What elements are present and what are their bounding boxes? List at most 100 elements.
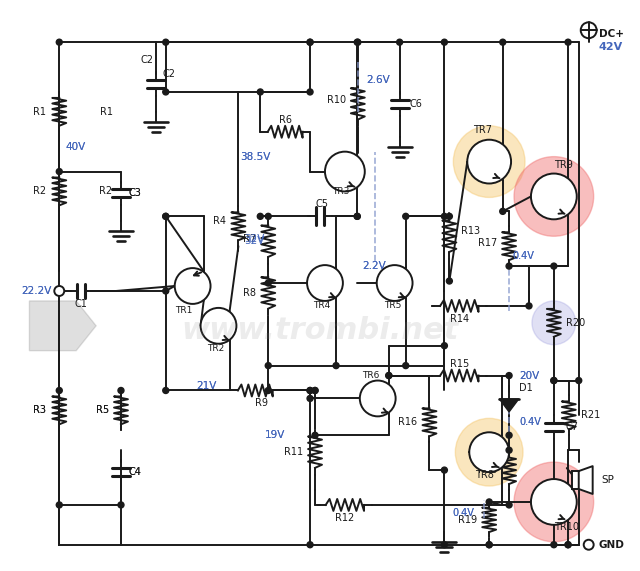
Circle shape bbox=[442, 39, 447, 45]
Circle shape bbox=[312, 388, 318, 393]
Circle shape bbox=[506, 372, 512, 379]
Circle shape bbox=[354, 214, 360, 219]
Circle shape bbox=[486, 499, 492, 505]
Text: 21V: 21V bbox=[196, 380, 217, 391]
Bar bbox=[572, 471, 579, 489]
Circle shape bbox=[56, 168, 62, 175]
Circle shape bbox=[354, 214, 360, 219]
Circle shape bbox=[265, 363, 271, 369]
Text: 42V: 42V bbox=[598, 42, 623, 52]
Circle shape bbox=[307, 89, 313, 95]
Circle shape bbox=[551, 377, 557, 384]
Circle shape bbox=[265, 388, 271, 393]
Circle shape bbox=[200, 308, 236, 344]
Text: R1: R1 bbox=[33, 107, 46, 117]
Polygon shape bbox=[29, 301, 96, 351]
Text: R16: R16 bbox=[398, 417, 417, 427]
Circle shape bbox=[584, 540, 594, 550]
Circle shape bbox=[526, 303, 532, 309]
Circle shape bbox=[455, 419, 523, 486]
Circle shape bbox=[265, 214, 271, 219]
Circle shape bbox=[467, 140, 511, 183]
Text: R21: R21 bbox=[580, 411, 600, 420]
Circle shape bbox=[163, 214, 169, 219]
Circle shape bbox=[257, 214, 263, 219]
Circle shape bbox=[514, 462, 594, 542]
Text: TR10: TR10 bbox=[554, 522, 579, 532]
Text: C1: C1 bbox=[74, 299, 87, 309]
Text: 0.4V: 0.4V bbox=[512, 251, 534, 261]
Text: 0.4V: 0.4V bbox=[512, 251, 534, 261]
Text: TR6: TR6 bbox=[362, 371, 379, 380]
Text: 38.5V: 38.5V bbox=[241, 152, 271, 162]
Polygon shape bbox=[499, 399, 519, 412]
Text: C3: C3 bbox=[129, 188, 142, 199]
Text: 38.5V: 38.5V bbox=[241, 152, 271, 162]
Circle shape bbox=[551, 377, 557, 384]
Circle shape bbox=[118, 388, 124, 393]
Text: TR9: TR9 bbox=[554, 159, 573, 170]
Text: DC+: DC+ bbox=[598, 29, 623, 39]
Circle shape bbox=[442, 214, 447, 219]
Text: R2: R2 bbox=[99, 187, 113, 196]
Circle shape bbox=[565, 542, 571, 548]
Circle shape bbox=[500, 39, 506, 45]
Circle shape bbox=[386, 372, 392, 379]
Circle shape bbox=[54, 286, 64, 296]
Text: 19V: 19V bbox=[265, 431, 285, 440]
Text: C2: C2 bbox=[141, 55, 154, 65]
Text: R13: R13 bbox=[461, 226, 481, 236]
Text: R2: R2 bbox=[33, 187, 46, 196]
Circle shape bbox=[265, 280, 271, 286]
Circle shape bbox=[446, 214, 452, 219]
Circle shape bbox=[360, 380, 396, 416]
Text: R19: R19 bbox=[458, 515, 477, 525]
Circle shape bbox=[163, 214, 169, 219]
Circle shape bbox=[312, 432, 318, 439]
Circle shape bbox=[532, 301, 576, 345]
Circle shape bbox=[500, 208, 506, 214]
Circle shape bbox=[453, 126, 525, 198]
Text: R4: R4 bbox=[214, 216, 227, 226]
Text: R9: R9 bbox=[255, 399, 268, 408]
Circle shape bbox=[446, 278, 452, 284]
Text: 0.4V: 0.4V bbox=[452, 508, 474, 518]
Circle shape bbox=[506, 447, 512, 453]
Text: C4: C4 bbox=[129, 467, 142, 477]
Circle shape bbox=[506, 502, 512, 508]
Circle shape bbox=[403, 363, 409, 369]
Circle shape bbox=[506, 263, 512, 269]
Circle shape bbox=[565, 39, 571, 45]
Circle shape bbox=[163, 89, 169, 95]
Circle shape bbox=[442, 467, 447, 473]
Circle shape bbox=[307, 396, 313, 401]
Circle shape bbox=[56, 502, 62, 508]
Circle shape bbox=[307, 542, 313, 548]
Circle shape bbox=[163, 288, 169, 294]
Circle shape bbox=[397, 39, 403, 45]
Text: R20: R20 bbox=[566, 318, 585, 328]
Circle shape bbox=[307, 388, 313, 393]
Circle shape bbox=[386, 372, 392, 379]
Text: TR3: TR3 bbox=[332, 187, 349, 196]
Text: R3: R3 bbox=[33, 405, 46, 415]
Text: 2.6V: 2.6V bbox=[366, 75, 390, 85]
Circle shape bbox=[56, 388, 62, 393]
Circle shape bbox=[307, 388, 313, 393]
Text: R15: R15 bbox=[450, 359, 469, 369]
Text: R3: R3 bbox=[33, 405, 46, 415]
Text: C2: C2 bbox=[163, 69, 176, 79]
Text: R14: R14 bbox=[450, 314, 469, 324]
Text: D1: D1 bbox=[519, 384, 532, 393]
Circle shape bbox=[354, 39, 360, 45]
Circle shape bbox=[565, 542, 571, 548]
Circle shape bbox=[486, 542, 492, 548]
Text: 2.2V: 2.2V bbox=[362, 261, 385, 271]
Circle shape bbox=[175, 268, 211, 304]
Circle shape bbox=[486, 542, 492, 548]
Text: 21V: 21V bbox=[196, 380, 217, 391]
Circle shape bbox=[333, 363, 339, 369]
Text: C3: C3 bbox=[129, 188, 142, 199]
Text: 32V: 32V bbox=[244, 236, 265, 246]
Text: R10: R10 bbox=[327, 95, 346, 105]
